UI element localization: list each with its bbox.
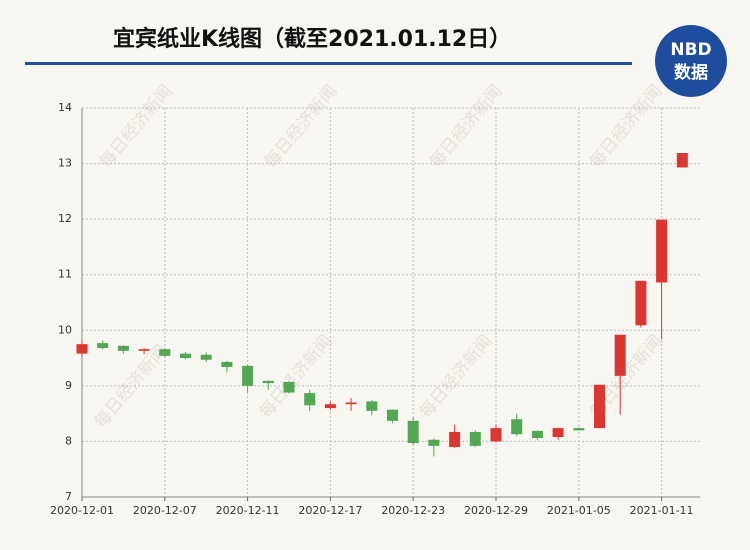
y-tick-label: 7 [65, 490, 72, 503]
candle-body [594, 384, 605, 429]
candle-body [428, 439, 440, 446]
candle-body [635, 280, 647, 326]
candle-body [180, 353, 191, 359]
candle-body [490, 428, 502, 442]
candle-body [531, 430, 543, 439]
y-tick-label: 12 [58, 212, 72, 225]
candle-body [614, 334, 626, 376]
y-tick-label: 8 [65, 434, 72, 447]
candle-body [221, 361, 233, 367]
candle-body [387, 409, 398, 421]
plot: 7 8 9 10 11 12 13 14 2020-12-01 2020-12-07 2020-12… [50, 101, 701, 517]
candle-body [552, 428, 564, 437]
x-tick-label: 2020-12-29 [464, 504, 528, 517]
candle-body [345, 402, 357, 405]
candle-body [656, 219, 668, 283]
candle-body [304, 393, 316, 406]
candle-body [366, 401, 378, 411]
x-tick-label: 2021-01-11 [630, 504, 694, 517]
logo-bottom: 数据 [674, 62, 708, 83]
candle-body [242, 365, 254, 386]
x-tick-label: 2020-12-01 [50, 504, 114, 517]
logo-badge [655, 25, 727, 97]
y-tick-label: 9 [65, 379, 72, 392]
y-tick-label: 11 [58, 268, 72, 281]
logo-top: NBD [670, 40, 711, 60]
y-tick-label: 10 [58, 323, 72, 336]
x-tick-label: 2020-12-23 [381, 504, 445, 517]
x-tick-label: 2020-12-11 [216, 504, 280, 517]
candle-body [138, 349, 150, 351]
y-tick-label: 13 [58, 157, 72, 170]
candle-body [117, 345, 129, 351]
x-tick-label: 2021-01-05 [547, 504, 611, 517]
candle-body [76, 344, 88, 354]
candle-body [97, 343, 109, 349]
y-tick-label: 14 [58, 101, 72, 114]
candle-body [262, 380, 274, 384]
candle-body [676, 153, 688, 168]
candle-body [283, 381, 295, 393]
candle-body [573, 428, 585, 431]
chart-title: 宜宾纸业K线图（截至2021.01.12日） [113, 26, 511, 52]
candle-body [159, 349, 171, 356]
candle-body [449, 431, 461, 447]
candle-body [511, 419, 523, 435]
title-rule [25, 62, 632, 65]
x-tick-label: 2020-12-07 [133, 504, 197, 517]
x-tick-label: 2020-12-17 [298, 504, 362, 517]
candle-body [407, 420, 419, 444]
candle-body [324, 404, 336, 409]
candle-body [469, 431, 481, 446]
candle-body [200, 354, 212, 360]
